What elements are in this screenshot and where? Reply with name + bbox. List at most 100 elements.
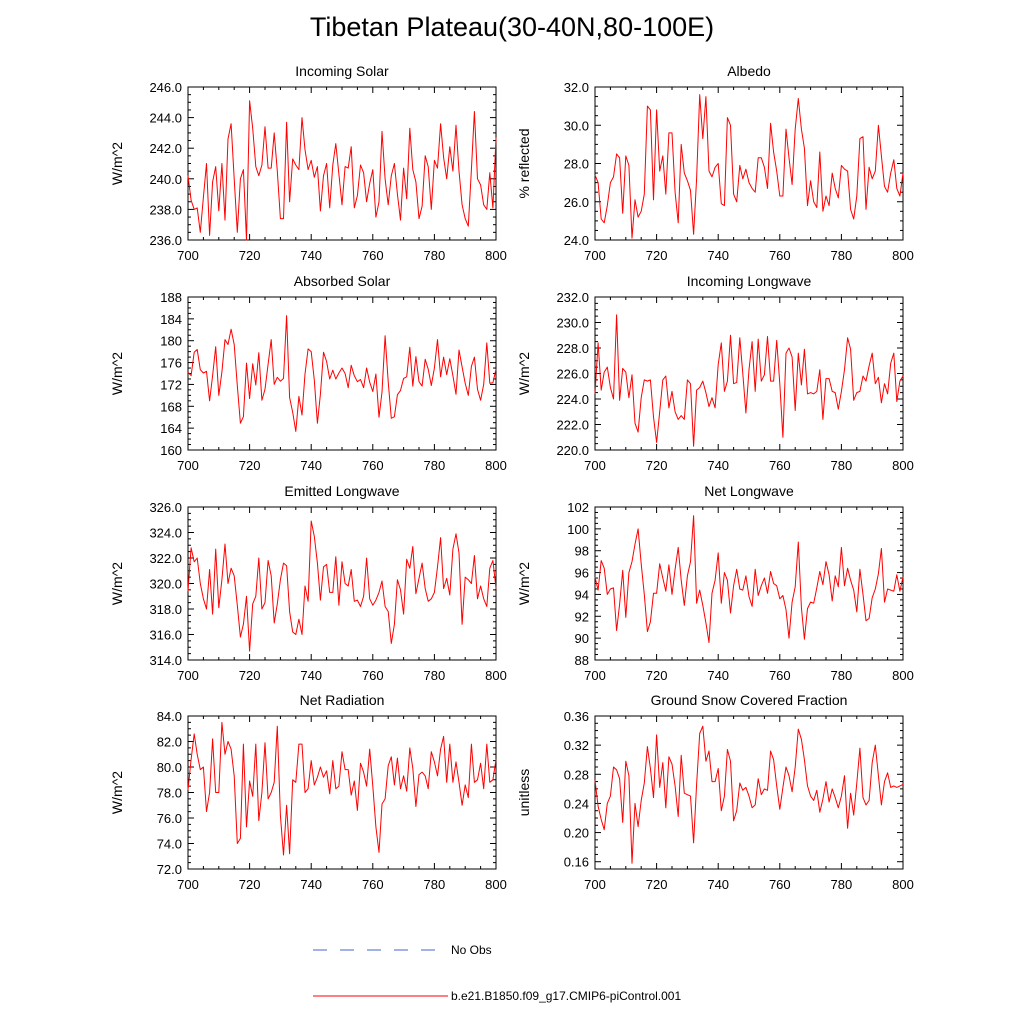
x-tick-label: 800 [892, 458, 914, 473]
x-tick-label: 800 [892, 877, 914, 892]
y-tick-label: 176 [160, 356, 182, 371]
y-axis-label: W/m^2 [109, 771, 125, 814]
y-tick-label: 28.0 [564, 157, 589, 172]
y-tick-label: 228.0 [556, 341, 589, 356]
y-tick-label: 0.16 [564, 855, 589, 870]
chart-title: Albedo [727, 63, 771, 79]
series-line [187, 100, 497, 241]
y-axis-label: unitless [516, 769, 532, 816]
y-tick-label: 184 [160, 312, 182, 327]
x-tick-label: 700 [177, 877, 199, 892]
y-tick-label: 180 [160, 334, 182, 349]
y-tick-label: 0.32 [564, 738, 589, 753]
x-tick-label: 740 [300, 668, 322, 683]
y-tick-label: 220.0 [556, 443, 589, 458]
y-tick-label: 0.28 [564, 767, 589, 782]
series-line [187, 315, 497, 432]
x-tick-label: 760 [769, 877, 791, 892]
series-line [594, 515, 904, 643]
x-tick-label: 700 [584, 248, 606, 263]
x-tick-label: 780 [831, 877, 853, 892]
y-tick-label: 32.0 [564, 80, 589, 95]
x-tick-label: 760 [362, 877, 384, 892]
x-tick-label: 760 [769, 248, 791, 263]
y-axis-label: W/m^2 [109, 562, 125, 605]
chart-panel: Incoming Longwave W/m^2 700 720 740 760 780 800… [516, 273, 914, 473]
y-tick-label: 222.0 [556, 418, 589, 433]
y-tick-label: 90 [575, 631, 589, 646]
x-tick-label: 720 [239, 877, 261, 892]
y-tick-label: 324.0 [149, 526, 182, 541]
y-tick-label: 236.0 [149, 233, 182, 248]
x-tick-label: 780 [831, 668, 853, 683]
x-tick-label: 720 [646, 458, 668, 473]
x-tick-label: 720 [646, 668, 668, 683]
x-tick-label: 720 [239, 668, 261, 683]
y-axis-label: W/m^2 [109, 142, 125, 185]
x-tick-label: 740 [300, 248, 322, 263]
x-tick-label: 700 [584, 668, 606, 683]
y-tick-label: 224.0 [556, 392, 589, 407]
y-axis-label: W/m^2 [516, 562, 532, 605]
legend-model-label: b.e21.B1850.f09_g17.CMIP6-piControl.001 [451, 989, 681, 1003]
y-tick-label: 0.24 [564, 796, 589, 811]
x-tick-label: 760 [769, 458, 791, 473]
y-tick-label: 78.0 [157, 786, 182, 801]
y-tick-label: 92 [575, 609, 589, 624]
y-tick-label: 242.0 [149, 141, 182, 156]
chart-title: Absorbed Solar [294, 273, 391, 289]
x-tick-label: 700 [584, 877, 606, 892]
y-tick-label: 84.0 [157, 709, 182, 724]
legend-no-obs-label: No Obs [451, 943, 492, 957]
chart-panel: Incoming Solar W/m^2 700 720 740 760 780 800 236… [109, 63, 507, 263]
y-tick-label: 100 [567, 522, 589, 537]
x-tick-label: 760 [769, 668, 791, 683]
x-tick-label: 720 [239, 458, 261, 473]
y-tick-label: 230.0 [556, 316, 589, 331]
y-tick-label: 232.0 [556, 290, 589, 305]
x-tick-label: 700 [177, 668, 199, 683]
x-tick-label: 720 [646, 248, 668, 263]
chart-panel: Albedo % reflected 700 720 740 760 780 800 24.0 2… [516, 63, 914, 263]
x-tick-label: 800 [485, 248, 507, 263]
chart-title: Incoming Longwave [687, 273, 812, 289]
y-tick-label: 24.0 [564, 233, 589, 248]
y-axis-label: W/m^2 [516, 352, 532, 395]
y-tick-label: 102 [567, 500, 589, 515]
y-tick-label: 240.0 [149, 172, 182, 187]
x-tick-label: 780 [424, 458, 446, 473]
y-tick-label: 318.0 [149, 602, 182, 617]
x-tick-label: 800 [892, 248, 914, 263]
y-tick-label: 326.0 [149, 500, 182, 515]
y-tick-label: 98 [575, 544, 589, 559]
x-tick-label: 800 [485, 877, 507, 892]
x-tick-label: 800 [892, 668, 914, 683]
x-tick-label: 780 [424, 248, 446, 263]
y-tick-label: 246.0 [149, 80, 182, 95]
chart-panel: Emitted Longwave W/m^2 700 720 740 760 780 800 3… [109, 483, 507, 683]
x-tick-label: 740 [300, 458, 322, 473]
y-tick-label: 160 [160, 443, 182, 458]
x-tick-label: 740 [707, 458, 729, 473]
y-tick-label: 26.0 [564, 195, 589, 210]
series-line [187, 721, 497, 856]
y-tick-label: 0.20 [564, 826, 589, 841]
series-line [594, 314, 904, 447]
y-tick-label: 30.0 [564, 118, 589, 133]
series-line [187, 520, 497, 652]
x-tick-label: 720 [239, 248, 261, 263]
x-tick-label: 780 [424, 877, 446, 892]
page-title: Tibetan Plateau(30-40N,80-100E) [309, 12, 715, 42]
y-tick-label: 172 [160, 377, 182, 392]
y-tick-label: 314.0 [149, 653, 182, 668]
y-tick-label: 168 [160, 399, 182, 414]
x-tick-label: 800 [485, 668, 507, 683]
y-tick-label: 88 [575, 653, 589, 668]
x-tick-label: 700 [177, 458, 199, 473]
chart-title: Incoming Solar [295, 63, 389, 79]
chart-title: Ground Snow Covered Fraction [651, 692, 848, 708]
y-tick-label: 320.0 [149, 577, 182, 592]
chart-panel: Ground Snow Covered Fraction unitless 700 7… [516, 692, 914, 892]
